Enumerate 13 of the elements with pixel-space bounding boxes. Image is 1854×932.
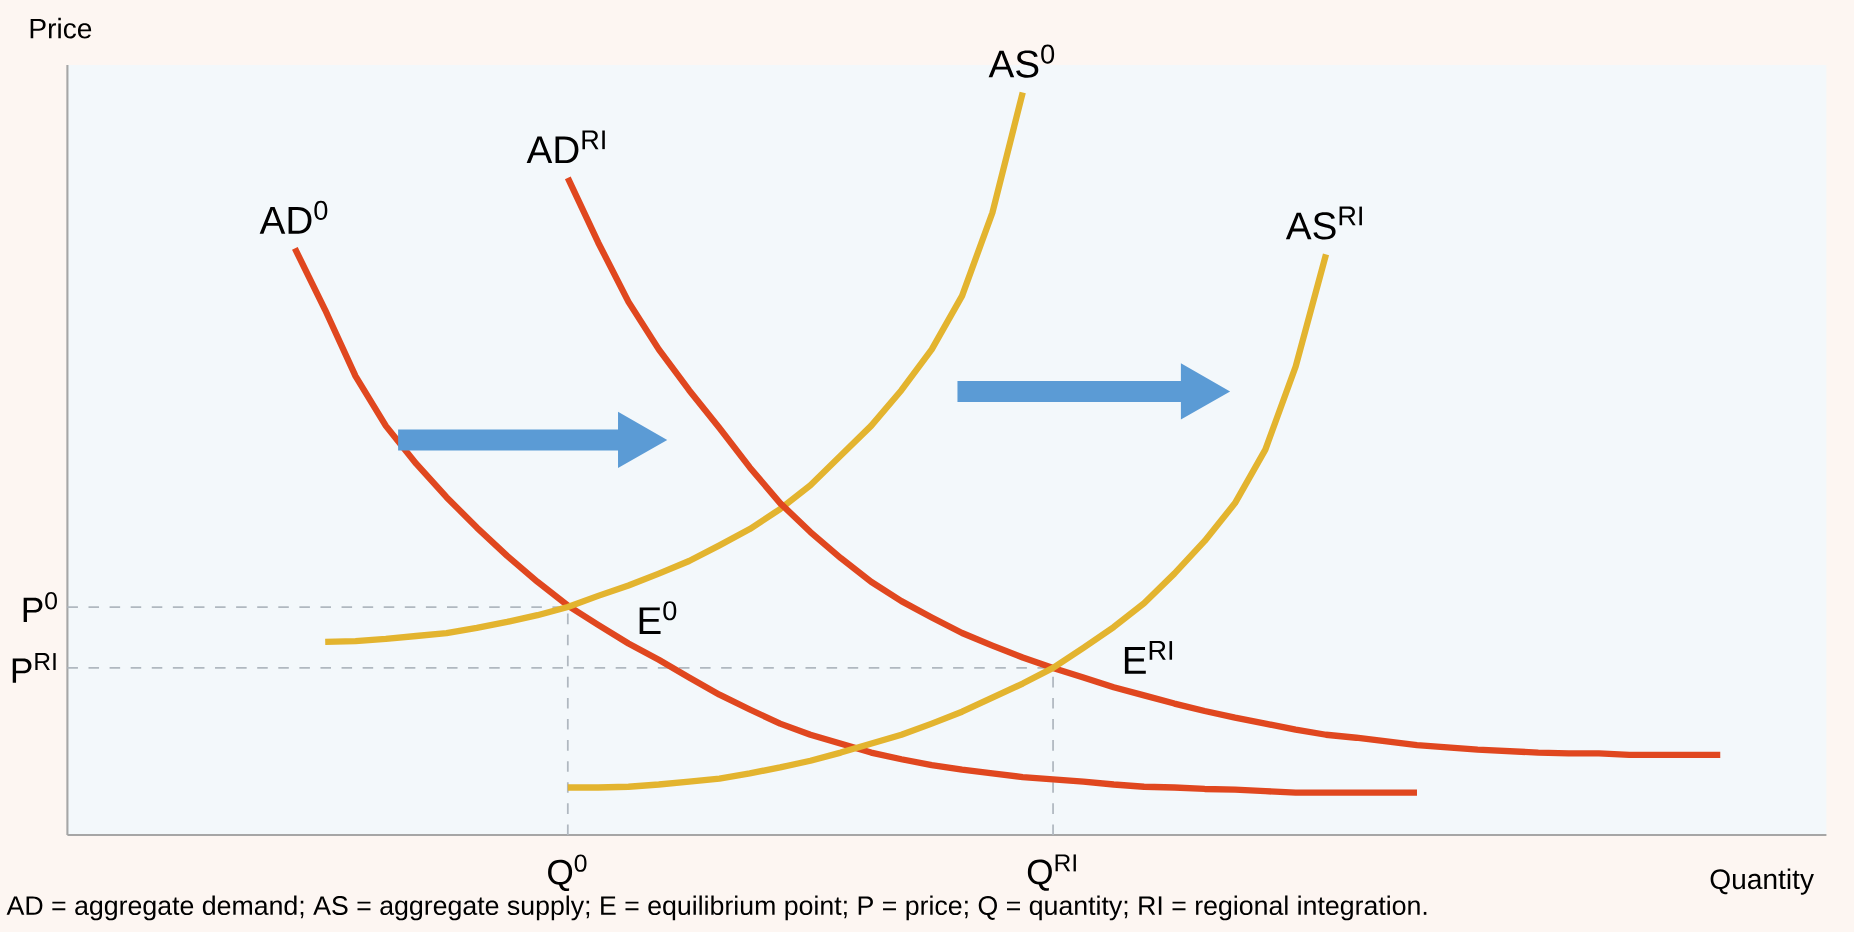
ref-line-label: P$^{0}$ <box>23 592 57 623</box>
text: AD = aggregate demand; AS = aggregate supply; E = equilibrium point; P = price; Q = quantity; RI = regional integration. <box>6 895 1427 921</box>
series-label: AD$^{0}$ <box>259 200 328 234</box>
x-tick-label: Q$^{RI}$ <box>1027 854 1076 891</box>
series-label: AD$^{RI}$ <box>526 130 605 164</box>
x-tick-label: Q$^{0}$ <box>548 854 587 892</box>
x-axis-title: Quantity <box>1710 868 1814 895</box>
series-label: AS$^{0}$ <box>988 44 1055 78</box>
annotation: E$^{RI}$ <box>1124 641 1173 674</box>
ref-line-label: P$^{RI}$ <box>12 653 56 683</box>
annotation: E$^{0}$ <box>639 601 677 635</box>
series-label: AS$^{RI}$ <box>1285 206 1362 240</box>
y-axis-title: Price <box>30 17 92 39</box>
